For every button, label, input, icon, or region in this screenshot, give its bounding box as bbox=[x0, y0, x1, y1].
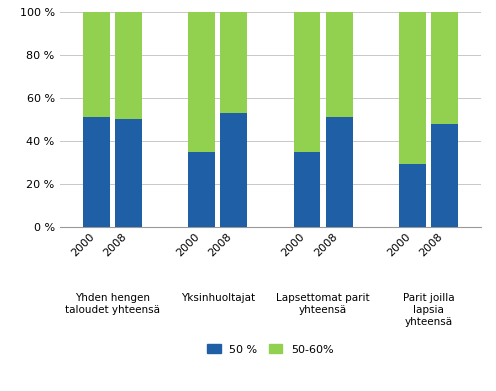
Bar bbox=[188, 152, 215, 227]
Text: Yhden hengen
taloudet yhteensä: Yhden hengen taloudet yhteensä bbox=[64, 294, 160, 315]
Text: Lapsettomat parit
yhteensä: Lapsettomat parit yhteensä bbox=[276, 294, 370, 315]
Legend: 50 %, 50-60%: 50 %, 50-60% bbox=[207, 344, 333, 355]
Bar bbox=[188, 12, 215, 152]
Bar bbox=[294, 12, 320, 152]
Bar bbox=[431, 124, 458, 227]
Bar bbox=[326, 12, 353, 117]
Bar bbox=[115, 12, 142, 119]
Bar bbox=[431, 12, 458, 124]
Bar bbox=[294, 152, 320, 227]
Bar bbox=[83, 117, 110, 227]
Bar bbox=[326, 117, 353, 227]
Bar bbox=[115, 119, 142, 227]
Bar bbox=[399, 165, 426, 227]
Bar bbox=[220, 113, 247, 227]
Bar bbox=[83, 12, 110, 117]
Bar bbox=[399, 12, 426, 165]
Text: Yksinhuoltajat: Yksinhuoltajat bbox=[181, 294, 254, 303]
Bar bbox=[220, 12, 247, 113]
Text: Parit joilla
lapsia
yhteensä: Parit joilla lapsia yhteensä bbox=[403, 294, 454, 326]
